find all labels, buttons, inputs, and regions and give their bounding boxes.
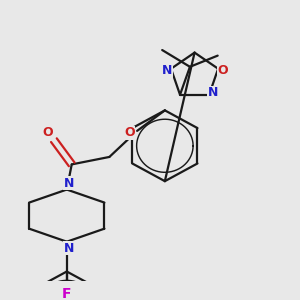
Text: F: F (62, 287, 71, 300)
Text: O: O (124, 126, 134, 139)
Text: O: O (218, 64, 228, 77)
Text: O: O (43, 126, 53, 139)
Text: N: N (208, 86, 218, 99)
Text: N: N (162, 64, 172, 77)
Text: N: N (64, 242, 74, 255)
Text: N: N (64, 176, 74, 190)
